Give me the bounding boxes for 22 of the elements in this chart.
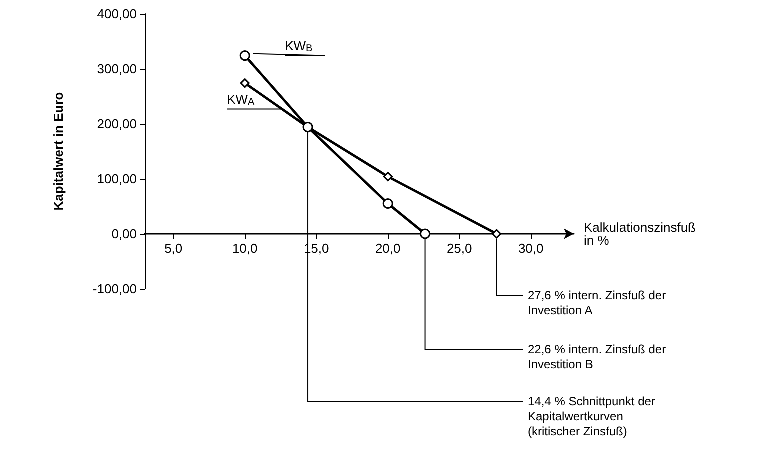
y-tick-label: 300,00 xyxy=(97,62,137,76)
annotation: 14,4 % Schnittpunkt der Kapitalwertkurven (kritischer Zinsfuß) xyxy=(528,394,656,438)
annotation: 22,6 % intern. Zinsfuß der Investition B xyxy=(528,342,666,372)
x-tick-label: 30,0 xyxy=(518,241,544,256)
point xyxy=(240,78,250,88)
point xyxy=(492,229,502,239)
x-axis-title: Kalkulationszinsfuß in % xyxy=(584,220,696,248)
x-tick-label: 5,0 xyxy=(164,241,183,256)
point xyxy=(240,50,250,62)
point xyxy=(382,198,394,209)
x-tick-label: 10,0 xyxy=(232,241,258,256)
y-tick-label: 100,00 xyxy=(97,172,137,186)
x-tick-label: 25,0 xyxy=(446,241,472,256)
point xyxy=(420,228,431,240)
y-tick-label: 400,00 xyxy=(97,6,137,22)
point xyxy=(383,172,393,182)
x-tick-label: 20,0 xyxy=(375,241,401,256)
y-tick-label: 200,00 xyxy=(97,116,137,132)
y-tick-label: 0,00 xyxy=(112,226,137,242)
y-tick-label: -100,00 xyxy=(92,282,137,296)
y-axis-title: Kapitalwert in Euro xyxy=(51,92,66,211)
annotation: 27,6 % intern. Zinsfuß der Investition A xyxy=(528,288,666,318)
